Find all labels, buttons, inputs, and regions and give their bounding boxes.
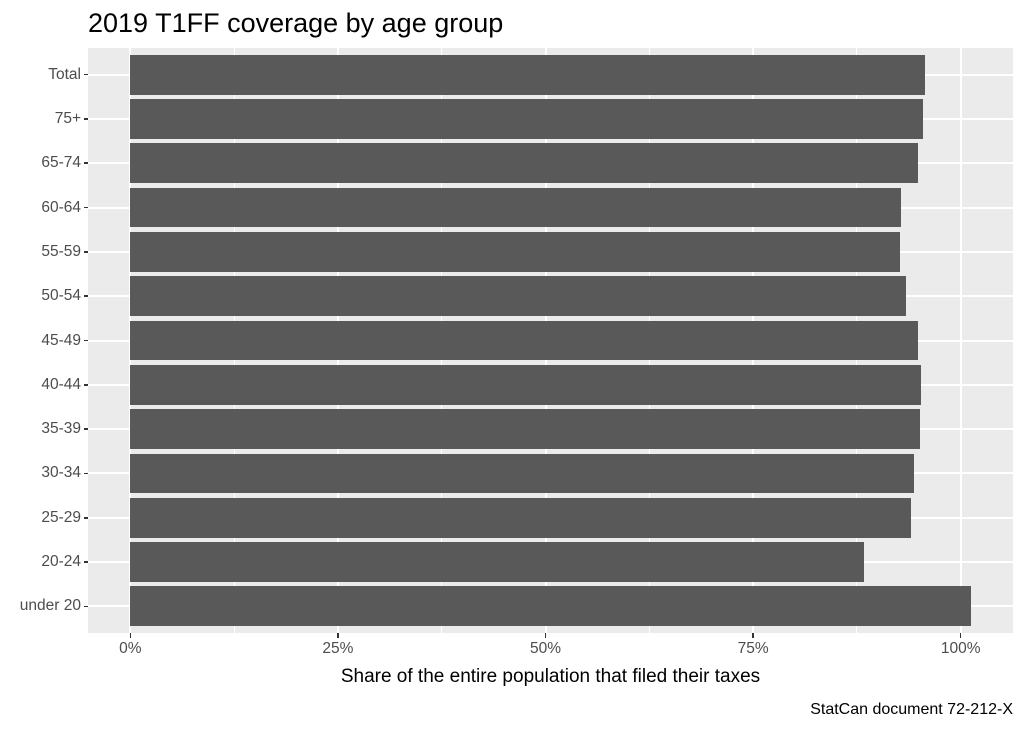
y-tick-mark [83,605,88,608]
x-tick-label: 50% [530,640,562,657]
y-tick-mark [83,162,88,164]
bar [130,54,925,95]
y-tick-mark [83,206,88,209]
y-tick-mark [83,295,88,297]
y-tick-label: 40-44 [41,375,81,393]
x-axis-title: Share of the entire population that file… [340,666,761,687]
bar [130,143,919,184]
bar [130,497,911,538]
y-tick-label: 75+ [54,109,81,127]
bar [130,542,864,583]
x-tick-label: 75% [737,640,769,657]
y-tick-label: Total [48,65,81,83]
bar [130,453,915,494]
x-tick-mark [129,633,132,638]
y-tick-label: under 20 [19,597,81,615]
chart-title: 2019 T1FF coverage by age group [88,8,504,38]
x-axis: 0% 25% 50% 75% 100% [88,633,1013,663]
bar [130,187,901,228]
y-tick-mark [83,517,88,519]
plot-panel [88,48,1013,633]
y-tick-mark [83,384,88,386]
x-tick-mark [959,633,962,638]
y-tick-mark [83,73,88,76]
y-tick-label: 35-39 [41,420,81,438]
x-tick-label: 25% [322,640,354,657]
bar [130,320,918,361]
bar [130,231,901,272]
bar [130,276,906,317]
y-tick-label: 45-49 [41,331,81,349]
x-tick-label: 100% [940,640,981,657]
y-axis: Total 75+ 65-74 60-64 55-59 50-54 45-49 40-44 35… [0,48,88,633]
y-tick-mark [83,561,88,563]
y-tick-mark [83,428,88,430]
chart-caption: StatCan document 72-212-X [810,701,1013,718]
x-tick-mark [752,633,754,638]
y-tick-mark [83,339,88,342]
y-tick-label: 65-74 [41,154,81,172]
y-tick-mark [83,118,88,120]
x-tick-mark [544,633,547,638]
bar [130,364,921,405]
bar [130,98,924,139]
y-tick-label: 20-24 [41,553,81,571]
bar [130,409,920,450]
y-tick-label: 55-59 [41,242,81,260]
y-tick-mark [83,472,88,475]
y-tick-label: 30-34 [41,464,81,482]
bar [130,586,971,627]
x-tick-mark [337,633,339,638]
x-tick-label: 0% [119,640,142,657]
y-tick-label: 50-54 [41,287,81,305]
y-tick-mark [83,251,88,253]
y-tick-label: 25-29 [41,508,81,526]
y-tick-label: 60-64 [41,198,81,216]
